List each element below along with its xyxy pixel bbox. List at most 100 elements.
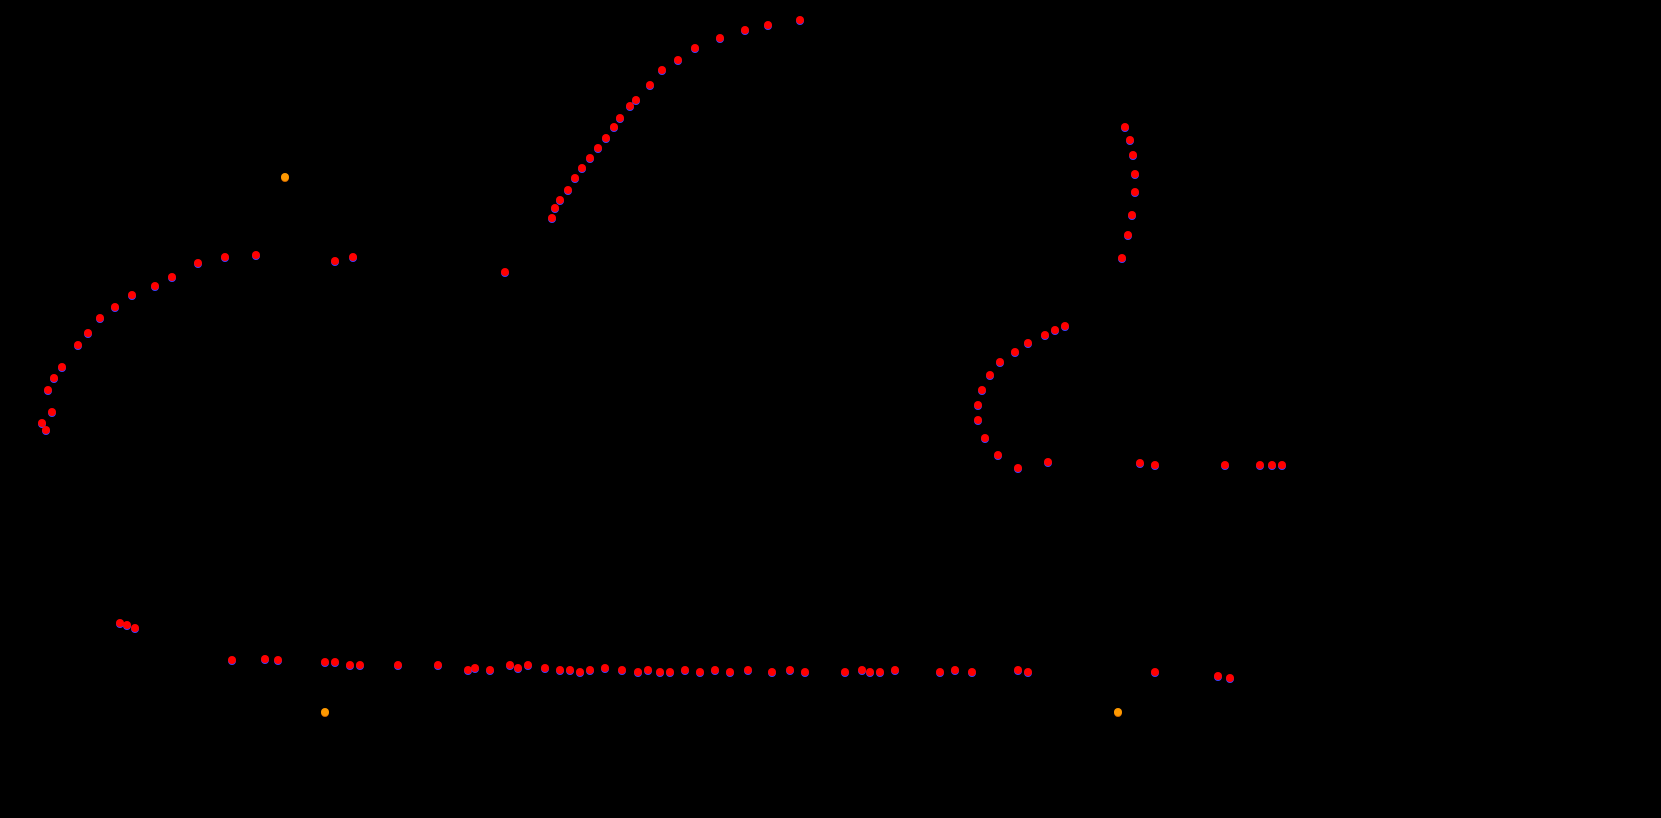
- data-point: [1024, 339, 1032, 348]
- data-point: [858, 666, 866, 675]
- data-point: [58, 363, 66, 372]
- data-point: [1136, 459, 1144, 468]
- data-point: [1024, 668, 1032, 677]
- data-point: [394, 661, 402, 670]
- data-point: [656, 668, 664, 677]
- data-point: [42, 426, 50, 435]
- data-point: [1129, 151, 1137, 160]
- data-point: [1221, 461, 1229, 470]
- data-point: [321, 658, 329, 667]
- data-point: [74, 341, 82, 350]
- data-point: [891, 666, 899, 675]
- data-point: [986, 371, 994, 380]
- data-point: [616, 114, 624, 123]
- data-point: [691, 44, 699, 53]
- data-point: [996, 358, 1004, 367]
- data-point: [566, 666, 574, 675]
- data-point: [968, 668, 976, 677]
- data-point: [1011, 348, 1019, 357]
- data-point: [866, 668, 874, 677]
- data-point: [1151, 461, 1159, 470]
- data-point: [1044, 458, 1052, 467]
- data-point: [586, 154, 594, 163]
- data-point: [1226, 674, 1234, 683]
- data-point: [981, 434, 989, 443]
- data-point: [128, 291, 136, 300]
- data-point: [96, 314, 104, 323]
- data-point: [951, 666, 959, 675]
- data-point: [768, 668, 776, 677]
- data-point: [1256, 461, 1264, 470]
- data-point: [168, 273, 176, 282]
- data-point: [346, 661, 354, 670]
- data-point: [801, 668, 809, 677]
- data-point: [44, 386, 52, 395]
- data-point: [741, 26, 749, 35]
- data-point: [321, 708, 329, 717]
- data-point: [601, 664, 609, 673]
- data-point: [658, 66, 666, 75]
- data-point: [252, 251, 260, 260]
- data-point: [744, 666, 752, 675]
- data-point: [221, 253, 229, 262]
- data-point: [786, 666, 794, 675]
- data-point: [194, 259, 202, 268]
- data-point: [1041, 331, 1049, 340]
- data-point: [674, 56, 682, 65]
- data-point: [716, 34, 724, 43]
- data-point: [1151, 668, 1159, 677]
- data-point: [548, 214, 556, 223]
- data-point: [50, 374, 58, 383]
- data-point: [586, 666, 594, 675]
- data-point: [1014, 666, 1022, 675]
- data-point: [696, 668, 704, 677]
- data-point: [994, 451, 1002, 460]
- data-point: [501, 268, 509, 277]
- data-point: [281, 173, 289, 182]
- data-point: [711, 666, 719, 675]
- data-point: [1131, 170, 1139, 179]
- data-point: [1278, 461, 1286, 470]
- data-point: [1124, 231, 1132, 240]
- data-point: [646, 81, 654, 90]
- data-point: [471, 664, 479, 673]
- data-point: [841, 668, 849, 677]
- data-point: [726, 668, 734, 677]
- data-point: [936, 668, 944, 677]
- data-point: [974, 416, 982, 425]
- data-point: [796, 16, 804, 25]
- data-point: [610, 123, 618, 132]
- data-point: [84, 329, 92, 338]
- data-point: [1061, 322, 1069, 331]
- data-point: [1114, 708, 1122, 717]
- data-point: [541, 664, 549, 673]
- data-point: [644, 666, 652, 675]
- data-point: [634, 668, 642, 677]
- data-point: [274, 656, 282, 665]
- data-point: [228, 656, 236, 665]
- data-point: [123, 621, 131, 630]
- data-point: [632, 96, 640, 105]
- data-point: [764, 21, 772, 30]
- data-point: [1051, 326, 1059, 335]
- data-point: [594, 144, 602, 153]
- data-point: [506, 661, 514, 670]
- data-point: [578, 164, 586, 173]
- data-point: [602, 134, 610, 143]
- data-point: [576, 668, 584, 677]
- data-point: [111, 303, 119, 312]
- data-point: [618, 666, 626, 675]
- data-point: [434, 661, 442, 670]
- series-orange-points: [281, 173, 1122, 717]
- data-point: [564, 186, 572, 195]
- data-point: [331, 257, 339, 266]
- scatter-chart: [0, 0, 1661, 818]
- data-point: [1121, 123, 1129, 132]
- data-point: [349, 253, 357, 262]
- data-point: [464, 666, 472, 675]
- data-point: [666, 668, 674, 677]
- data-point: [551, 204, 559, 213]
- data-point: [1131, 188, 1139, 197]
- data-point: [1118, 254, 1126, 263]
- data-point: [131, 624, 139, 633]
